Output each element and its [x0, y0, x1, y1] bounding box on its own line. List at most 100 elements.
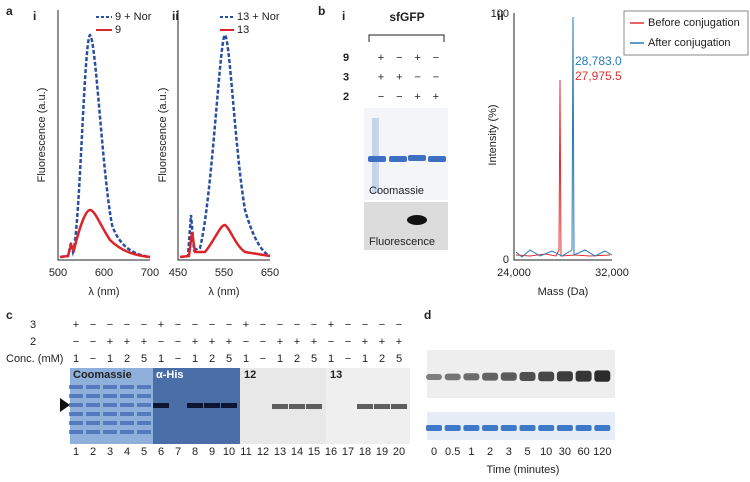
sign: +	[414, 91, 420, 103]
band	[556, 371, 573, 382]
band	[187, 403, 203, 408]
sign: −	[345, 336, 351, 348]
spectrum	[515, 16, 613, 258]
sign: 5	[226, 353, 232, 365]
axes	[513, 13, 612, 261]
sign: −	[141, 319, 147, 331]
gel-label: Coomassie	[73, 369, 132, 381]
gel-label: 13	[330, 369, 342, 381]
bands	[368, 155, 446, 162]
x-tick-label: 650	[261, 267, 279, 279]
axes	[177, 10, 270, 261]
band	[463, 425, 480, 431]
sign: −	[192, 319, 198, 331]
sign: +	[379, 336, 385, 348]
band	[289, 404, 305, 409]
band	[137, 403, 151, 407]
x-tick-label: 700	[141, 267, 159, 279]
sign: +	[158, 319, 164, 331]
x-tick-label: 450	[169, 267, 187, 279]
sign: −	[260, 353, 266, 365]
band	[374, 404, 390, 409]
sign: −	[345, 319, 351, 331]
band	[426, 374, 442, 380]
band	[426, 425, 442, 431]
sign: −	[294, 319, 300, 331]
x-tick-label: 24,000	[497, 267, 531, 279]
curve	[179, 33, 271, 259]
band	[86, 394, 100, 398]
panel-label: a	[6, 4, 13, 18]
sign: 1	[73, 353, 79, 365]
row-label: 9	[343, 52, 349, 64]
lane-label: 8	[192, 446, 198, 458]
gel-label: Coomassie	[369, 185, 424, 197]
gel-label: 12	[244, 369, 256, 381]
sign: 5	[141, 353, 147, 365]
sign: 2	[124, 353, 130, 365]
band	[575, 370, 592, 382]
x-tick-label: 32,000	[595, 267, 629, 279]
band	[69, 412, 83, 416]
subpanel-label: i	[33, 9, 36, 23]
band	[500, 425, 517, 431]
lane-label: 5	[141, 446, 147, 458]
panel-label: b	[318, 4, 325, 18]
lane-label: 1	[73, 446, 79, 458]
x-axis-label: λ (nm)	[208, 286, 239, 298]
band	[407, 215, 427, 225]
sign: −	[378, 91, 384, 103]
sign: −	[345, 353, 351, 365]
lane-label: 0	[431, 446, 437, 458]
legend-label: 9	[115, 24, 121, 36]
lane-label: 30	[559, 446, 571, 458]
sign: +	[311, 336, 317, 348]
sign: +	[433, 91, 439, 103]
band	[594, 370, 611, 382]
y-tick-label: 0	[503, 254, 509, 266]
lane-label: 19	[376, 446, 388, 458]
curve	[59, 208, 151, 259]
band	[519, 372, 536, 381]
lane-label: 11	[240, 446, 251, 458]
legend-label: 13	[237, 24, 249, 36]
band	[103, 394, 117, 398]
y-axis-label: Intensity (%)	[487, 104, 499, 165]
panel-label: d	[424, 308, 431, 322]
band	[444, 373, 461, 381]
band	[463, 373, 480, 381]
band	[120, 412, 134, 416]
sign: −	[90, 336, 96, 348]
row-label: 2	[30, 336, 36, 348]
lane-label: 14	[291, 446, 303, 458]
band	[482, 372, 499, 381]
band	[86, 412, 100, 416]
sign: 1	[192, 353, 198, 365]
sign: +	[141, 336, 147, 348]
legend-label: 13 + Nor	[237, 11, 280, 23]
sign: 1	[158, 353, 164, 365]
band	[482, 425, 499, 431]
sign: −	[243, 336, 249, 348]
y-axis-label: Fluorescence (a.u.)	[36, 88, 48, 183]
band	[221, 403, 237, 408]
legend-label: Before conjugation	[648, 17, 740, 29]
band	[137, 421, 151, 425]
band	[69, 430, 83, 434]
band	[556, 425, 573, 431]
sign: +	[277, 336, 283, 348]
band	[86, 385, 100, 389]
band	[69, 394, 83, 398]
sign: −	[73, 336, 79, 348]
band	[519, 425, 536, 431]
sign: −	[260, 319, 266, 331]
lane-label: 120	[593, 446, 611, 458]
band	[86, 430, 100, 434]
sign: 2	[209, 353, 215, 365]
band	[120, 385, 134, 389]
band	[538, 425, 555, 431]
band	[137, 385, 151, 389]
x-tick-label: 550	[215, 267, 233, 279]
sign: +	[378, 71, 384, 83]
